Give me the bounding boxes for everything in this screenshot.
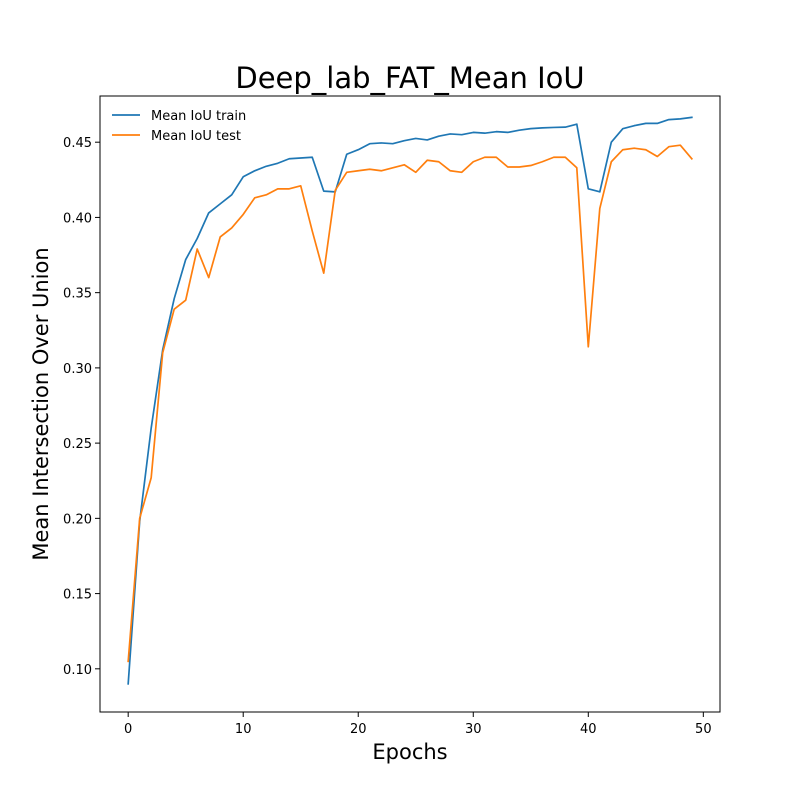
x-axis: 0 10 20 30 40 50 [124, 712, 712, 737]
y-tick-label: 0.10 [63, 663, 92, 678]
y-tick-label: 0.45 [63, 136, 92, 151]
plot-lines [127, 116, 694, 685]
x-tick-label: 20 [350, 722, 367, 737]
x-axis-label: Epochs [372, 740, 447, 764]
chart-title: Deep_lab_FAT_Mean IoU [235, 61, 584, 95]
y-tick-label: 0.30 [63, 362, 92, 377]
y-tick-label: 0.40 [63, 211, 92, 226]
series-line-train [127, 116, 693, 685]
x-tick-label: 30 [465, 722, 482, 737]
legend-label: Mean IoU test [151, 129, 241, 144]
y-axis: 0.10 0.15 0.20 0.25 0.30 0.35 0.40 0.45 [63, 136, 100, 678]
plot-background [100, 96, 720, 712]
legend: Mean IoU train Mean IoU test [112, 109, 246, 144]
x-tick-label: 50 [695, 722, 712, 737]
series-line-test [127, 144, 694, 663]
y-tick-label: 0.25 [63, 437, 92, 452]
x-tick-label: 10 [235, 722, 252, 737]
x-tick-label: 40 [580, 722, 597, 737]
y-tick-label: 0.20 [63, 512, 92, 527]
y-tick-label: 0.15 [63, 588, 92, 603]
legend-label: Mean IoU train [151, 109, 246, 124]
y-tick-label: 0.35 [63, 287, 92, 302]
plot-frame [99, 95, 721, 713]
x-tick-label: 0 [124, 722, 132, 737]
y-axis-label: Mean Intersection Over Union [29, 247, 53, 560]
